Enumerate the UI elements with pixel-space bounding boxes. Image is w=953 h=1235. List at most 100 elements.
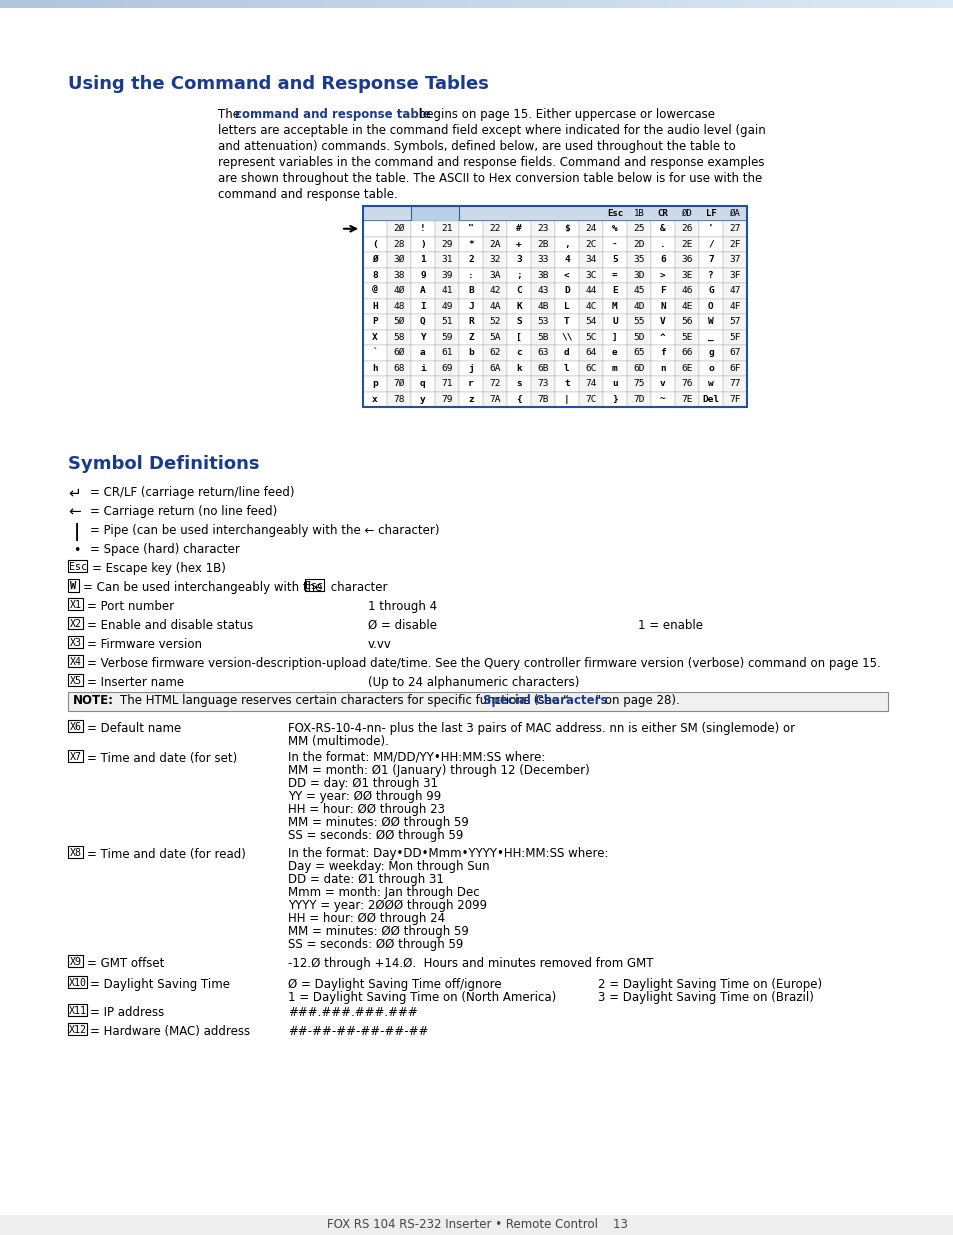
Text: 5Ø: 5Ø <box>393 317 404 326</box>
Bar <box>438 0 448 7</box>
Bar <box>658 0 667 7</box>
Text: X3: X3 <box>70 637 81 647</box>
Bar <box>68 976 88 988</box>
Text: 49: 49 <box>441 301 453 311</box>
Text: 7: 7 <box>707 256 713 264</box>
Text: *: * <box>468 240 474 248</box>
Bar <box>581 0 591 7</box>
Bar <box>626 283 650 299</box>
Bar <box>696 0 705 7</box>
Bar <box>667 0 677 7</box>
Text: Esc: Esc <box>305 580 323 590</box>
Text: 31: 31 <box>441 256 453 264</box>
Bar <box>762 0 772 7</box>
Text: Mmm = month: Jan through Dec: Mmm = month: Jan through Dec <box>288 885 479 899</box>
Text: HH = hour: ØØ through 24: HH = hour: ØØ through 24 <box>288 911 445 925</box>
Bar <box>0 0 10 7</box>
Bar <box>626 391 650 408</box>
Bar <box>555 391 578 408</box>
Bar <box>555 221 578 236</box>
Text: 67: 67 <box>728 348 740 357</box>
Bar <box>578 236 602 252</box>
Text: ØA: ØA <box>729 209 740 219</box>
Bar <box>68 655 83 667</box>
Bar <box>578 252 602 268</box>
Text: ^: ^ <box>659 332 665 342</box>
Text: 37: 37 <box>728 256 740 264</box>
Bar <box>286 0 295 7</box>
Bar <box>531 375 555 391</box>
Text: 24: 24 <box>584 225 597 233</box>
Text: 58: 58 <box>393 332 404 342</box>
Text: 59: 59 <box>441 332 453 342</box>
Bar <box>877 0 886 7</box>
Text: d: d <box>563 348 569 357</box>
Text: T: T <box>563 317 569 326</box>
Text: ): ) <box>419 240 425 248</box>
Bar <box>152 0 162 7</box>
Bar <box>305 0 314 7</box>
Text: The: The <box>218 107 244 121</box>
Bar <box>506 361 531 375</box>
Text: O: O <box>707 301 713 311</box>
Bar <box>524 0 534 7</box>
Bar <box>105 0 114 7</box>
Text: X: X <box>372 332 377 342</box>
Text: p: p <box>372 379 377 388</box>
Bar <box>555 330 578 345</box>
Text: command and response table.: command and response table. <box>218 188 397 201</box>
Bar <box>699 299 722 314</box>
Bar <box>411 330 435 345</box>
Bar <box>411 391 435 408</box>
Bar <box>458 252 482 268</box>
Text: 8: 8 <box>372 270 377 280</box>
Bar <box>699 252 722 268</box>
Text: ': ' <box>707 225 713 233</box>
Bar <box>458 330 482 345</box>
Bar <box>675 314 699 330</box>
Text: 3C: 3C <box>584 270 597 280</box>
Bar <box>411 314 435 330</box>
Bar <box>482 236 506 252</box>
Text: w: w <box>707 379 713 388</box>
Text: &: & <box>659 225 665 233</box>
Bar <box>387 268 411 283</box>
Bar <box>387 375 411 391</box>
Bar <box>791 0 801 7</box>
Bar <box>0 1215 953 1235</box>
Bar <box>722 391 746 408</box>
Bar <box>68 598 83 610</box>
Text: 2E: 2E <box>680 240 692 248</box>
Bar <box>363 236 387 252</box>
Text: 5F: 5F <box>728 332 740 342</box>
Text: 52: 52 <box>489 317 500 326</box>
Bar <box>124 0 133 7</box>
Text: r: r <box>468 379 474 388</box>
Text: = IP address: = IP address <box>91 1007 165 1019</box>
Bar <box>435 314 458 330</box>
Bar <box>411 206 458 221</box>
Bar <box>602 361 626 375</box>
Text: H: H <box>372 301 377 311</box>
Bar <box>387 361 411 375</box>
Bar <box>68 618 83 629</box>
Bar <box>781 0 791 7</box>
Text: Z: Z <box>468 332 474 342</box>
Text: 1 through 4: 1 through 4 <box>368 600 436 613</box>
Text: 4: 4 <box>563 256 569 264</box>
Bar <box>68 636 83 648</box>
Text: B: B <box>468 287 474 295</box>
Text: Ø = Daylight Saving Time off/ignore: Ø = Daylight Saving Time off/ignore <box>288 978 501 990</box>
Bar <box>602 252 626 268</box>
Text: -12.Ø through +14.Ø.  Hours and minutes removed from GMT: -12.Ø through +14.Ø. Hours and minutes r… <box>288 957 653 969</box>
Bar <box>435 268 458 283</box>
Bar <box>829 0 839 7</box>
Text: 54: 54 <box>584 317 597 326</box>
Text: 69: 69 <box>441 364 453 373</box>
Bar <box>482 391 506 408</box>
Bar <box>363 314 387 330</box>
Bar <box>675 375 699 391</box>
Text: m: m <box>612 364 618 373</box>
Bar <box>531 345 555 361</box>
Bar <box>372 0 381 7</box>
